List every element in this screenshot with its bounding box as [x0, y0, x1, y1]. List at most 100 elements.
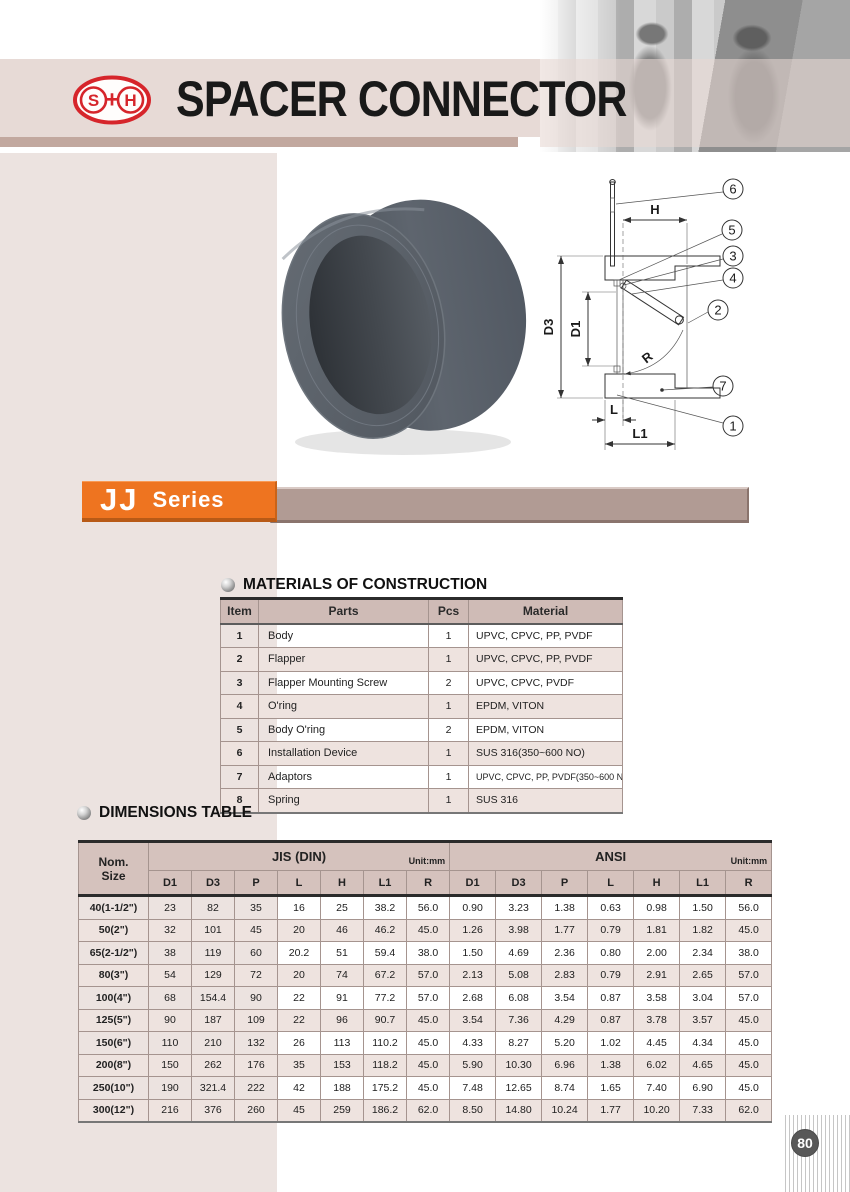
- ansi-col-d3: D3: [495, 870, 543, 897]
- dimensions-body: 40(1-1/2") 23 82 35 16 25 38.2 56.0 0.90…: [78, 895, 773, 1123]
- callout-6-number: 6: [729, 182, 736, 197]
- nom-size-value: 40(1-1/2"): [78, 895, 149, 920]
- ansi-d3: 3.98: [495, 918, 543, 942]
- ansi-p: 1.38: [541, 895, 589, 920]
- jis-l1: 90.7: [363, 1008, 407, 1032]
- jis-r: 56.0: [405, 895, 451, 920]
- jis-d1: 110: [148, 1031, 192, 1055]
- jis-r: 57.0: [405, 986, 451, 1010]
- ansi-col-d1: D1: [449, 870, 497, 897]
- ansi-r: 45.0: [725, 1076, 773, 1100]
- installation-rod: [610, 181, 615, 267]
- materials-item-number: 2: [220, 647, 259, 672]
- jis-d3: 187: [191, 1008, 235, 1032]
- jis-d3: 101: [191, 918, 235, 942]
- jis-d3: 119: [191, 941, 235, 965]
- materials-item-number: 3: [220, 670, 259, 695]
- materials-material: SUS 316(350~600 NO): [468, 741, 623, 766]
- callout-5: 5: [721, 219, 743, 241]
- ansi-col-r: R: [725, 870, 773, 897]
- ansi-r: 45.0: [725, 918, 773, 942]
- materials-part-name: Body O'ring: [258, 717, 429, 742]
- materials-material: EPDM, VITON: [468, 717, 623, 742]
- jis-l: 22: [277, 1008, 321, 1032]
- logo-plus: +: [105, 87, 119, 114]
- jis-h: 113: [320, 1031, 364, 1055]
- jis-r: 57.0: [405, 963, 451, 987]
- jis-col-r: R: [405, 870, 451, 897]
- ansi-l1: 1.82: [679, 918, 727, 942]
- materials-row: 2 Flapper 1 UPVC, CPVC, PP, PVDF: [220, 647, 623, 672]
- materials-item-number: 4: [220, 694, 259, 719]
- jis-h: 74: [320, 963, 364, 987]
- jis-r: 38.0: [405, 941, 451, 965]
- jis-r: 45.0: [405, 1031, 451, 1055]
- materials-title: MATERIALS OF CONSTRUCTION: [243, 576, 488, 593]
- jis-r: 45.0: [405, 918, 451, 942]
- jis-col-d1: D1: [148, 870, 192, 897]
- nom-size-value: 200(8"): [78, 1053, 149, 1077]
- ansi-r: 57.0: [725, 963, 773, 987]
- dim-label-l1: L1: [632, 426, 647, 441]
- materials-item-number: 7: [220, 764, 259, 789]
- jis-col-l1: L1: [363, 870, 407, 897]
- materials-material: UPVC, CPVC, PP, PVDF(350~600 NO): [468, 764, 623, 789]
- ansi-h: 2.00: [633, 941, 681, 965]
- jis-h: 259: [320, 1098, 364, 1123]
- materials-part-name: Spring: [258, 788, 429, 813]
- dim-label-d1: D1: [568, 321, 583, 338]
- leader-3: [623, 258, 724, 286]
- materials-material: UPVC, CPVC, PVDF: [468, 670, 623, 695]
- ansi-d1: 8.50: [449, 1098, 497, 1123]
- jis-col-p: P: [234, 870, 278, 897]
- jis-d3: 321.4: [191, 1076, 235, 1100]
- ansi-l1: 2.34: [679, 941, 727, 965]
- ansi-p: 2.36: [541, 941, 589, 965]
- materials-row: 1 Body 1 UPVC, CPVC, PP, PVDF: [220, 623, 623, 648]
- jis-d1: 38: [148, 941, 192, 965]
- dimensions-group-header-row: Nom. Size JIS (DIN) Unit:mm ANSI Unit:mm: [78, 841, 773, 897]
- materials-row: 4 O'ring 1 EPDM, VITON: [220, 694, 623, 719]
- series-suffix: Series: [152, 487, 225, 512]
- callout-7: 7: [712, 375, 734, 397]
- ansi-l1: 4.65: [679, 1053, 727, 1077]
- page-title: SPACER CONNECTOR: [176, 71, 627, 127]
- materials-item-number: 6: [220, 741, 259, 766]
- nom-size-value: 100(4"): [78, 986, 149, 1010]
- dimensions-sub-header-row: D1 D3 P L H L1 R D1 D3 P L H L1 R: [79, 870, 773, 897]
- dimensions-bullet-icon: [77, 806, 91, 820]
- jis-col-d3: D3: [191, 870, 235, 897]
- jis-d1: 150: [148, 1053, 192, 1077]
- dim-label-d3: D3: [541, 319, 556, 336]
- logo-letter-s: S: [88, 91, 99, 110]
- jis-col-h: H: [320, 870, 364, 897]
- jis-l1: 38.2: [363, 895, 407, 920]
- ansi-l1: 2.65: [679, 963, 727, 987]
- ansi-d1: 7.48: [449, 1076, 497, 1100]
- jis-l: 26: [277, 1031, 321, 1055]
- materials-row: 5 Body O'ring 2 EPDM, VITON: [220, 717, 623, 742]
- ansi-r: 45.0: [725, 1008, 773, 1032]
- leader-1: [616, 394, 724, 424]
- jis-h: 46: [320, 918, 364, 942]
- materials-col-item: Item: [220, 598, 259, 625]
- nom-size-value: 150(6"): [78, 1031, 149, 1055]
- jis-r: 45.0: [405, 1076, 451, 1100]
- ansi-h: 2.91: [633, 963, 681, 987]
- ansi-l1: 3.04: [679, 986, 727, 1010]
- ansi-d1: 3.54: [449, 1008, 497, 1032]
- nom-size-value: 50(2"): [78, 918, 149, 942]
- dim-label-r: R: [639, 348, 656, 366]
- series-banner: JJ Series: [82, 481, 277, 522]
- jis-p: 222: [234, 1076, 278, 1100]
- materials-material: UPVC, CPVC, PP, PVDF: [468, 647, 623, 672]
- materials-row: 7 Adaptors 1 UPVC, CPVC, PP, PVDF(350~60…: [220, 764, 623, 789]
- jis-p: 60: [234, 941, 278, 965]
- ansi-group-header: ANSI Unit:mm: [449, 841, 773, 871]
- ansi-unit-label: Unit:mm: [730, 856, 768, 866]
- ansi-l1: 1.50: [679, 895, 727, 920]
- ansi-l: 0.87: [587, 986, 635, 1010]
- ansi-r: 56.0: [725, 895, 773, 920]
- materials-row: 8 Spring 1 SUS 316: [220, 788, 623, 813]
